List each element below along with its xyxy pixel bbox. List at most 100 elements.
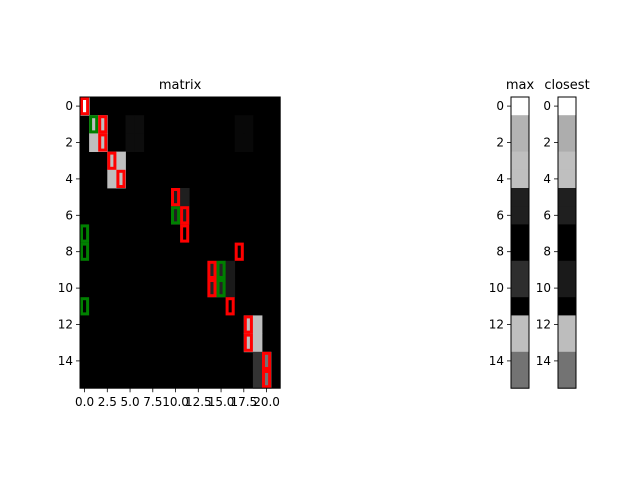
max-y-tick-label: 4	[496, 172, 504, 186]
matrix-cell	[171, 206, 181, 225]
red-box-marker	[243, 315, 253, 334]
max-cell	[511, 188, 529, 207]
max-y-tick-label: 0	[496, 99, 504, 113]
matrix-cell	[207, 279, 217, 298]
matrix-cell	[262, 351, 272, 371]
closest-cell	[558, 151, 576, 171]
green-box-marker	[216, 260, 226, 279]
matrix-cell	[216, 279, 226, 298]
green-box-marker	[80, 242, 90, 261]
green-box-marker	[216, 279, 226, 298]
max-cell	[511, 315, 529, 334]
red-box-marker	[225, 297, 235, 316]
matrix-cell	[243, 115, 254, 134]
x-tick-label: 10.0	[162, 395, 189, 409]
closest-cell	[558, 188, 576, 207]
matrix-title: matrix	[159, 78, 202, 93]
matrix-cell	[243, 133, 254, 152]
matrix-cell	[125, 115, 135, 134]
closest-cell	[558, 206, 576, 225]
max-y-tick-label: 12	[489, 318, 504, 332]
matrix-cell	[225, 260, 236, 280]
max-y-tick-label: 10	[489, 281, 504, 295]
closest-cell	[558, 370, 576, 389]
closest-cell	[558, 224, 576, 243]
closest-title: closest	[544, 78, 589, 93]
closest-y-tick-label: 0	[543, 99, 551, 113]
green-box-marker	[89, 115, 99, 134]
max-y-tick-label: 14	[489, 354, 504, 368]
matrix-cell	[234, 133, 245, 152]
x-tick-label: 5.0	[121, 395, 140, 409]
closest-cell	[558, 279, 576, 298]
y-tick-label: 8	[65, 245, 73, 259]
y-tick-label: 10	[58, 281, 73, 295]
max-cell	[511, 242, 529, 262]
closest-y-tick-label: 12	[536, 318, 551, 332]
red-box-marker	[262, 351, 272, 370]
matrix-cell	[216, 260, 226, 280]
x-tick-label: 12.5	[185, 395, 212, 409]
closest-cell	[558, 260, 576, 280]
red-box-marker	[262, 370, 272, 389]
closest-cell	[558, 169, 576, 189]
closest-panel: closest 0 2 4 6 8 10 12 14	[536, 78, 590, 389]
max-cell	[511, 206, 529, 225]
matrix-cell	[262, 370, 272, 389]
green-box-marker	[80, 224, 90, 243]
max-y-tick-label: 6	[496, 208, 504, 222]
closest-cell	[558, 351, 576, 371]
matrix-cell	[89, 115, 99, 134]
closest-cell	[558, 115, 576, 134]
matrix-cell	[89, 133, 99, 152]
x-tick-label: 17.5	[230, 395, 257, 409]
matrix-cell	[225, 279, 236, 298]
max-cell	[511, 260, 529, 280]
matrix-panel: matrix 0.0 2.5 5.0 7.5 10.012.515.017.520.0 0 2…	[58, 78, 281, 409]
red-box-marker	[116, 169, 126, 189]
red-box-marker	[107, 151, 117, 170]
x-tick-label: 0.0	[75, 395, 94, 409]
y-tick-label: 6	[65, 208, 73, 222]
closest-cell	[558, 242, 576, 262]
green-box-marker	[80, 297, 90, 316]
matrix-cell	[98, 133, 108, 152]
max-cell	[511, 351, 529, 371]
matrix-cell	[134, 133, 145, 152]
max-cell	[511, 97, 529, 116]
max-y-tick-label: 2	[496, 136, 504, 150]
max-cell	[511, 297, 529, 316]
max-cell	[511, 151, 529, 171]
max-cell	[511, 224, 529, 243]
matrix-cell	[171, 188, 181, 207]
matrix-cell	[80, 97, 90, 116]
matrix-cell	[207, 260, 217, 280]
red-box-marker	[180, 206, 190, 225]
max-cell	[511, 169, 529, 189]
matrix-cell	[252, 315, 263, 334]
x-tick-label: 20.0	[253, 395, 280, 409]
x-tick-label: 2.5	[98, 395, 117, 409]
red-box-marker	[98, 133, 108, 152]
matrix-cell	[252, 351, 263, 371]
matrix-cell	[252, 370, 263, 389]
red-box-marker	[80, 97, 90, 116]
red-box-marker	[207, 279, 217, 298]
matrix-cell	[243, 315, 254, 334]
matrix-cell	[134, 115, 145, 134]
max-cell	[511, 133, 529, 152]
max-cell	[511, 279, 529, 298]
closest-cell	[558, 97, 576, 116]
y-tick-label: 12	[58, 318, 73, 332]
max-cell	[511, 370, 529, 389]
red-box-marker	[180, 224, 190, 243]
red-box-marker	[171, 188, 181, 207]
matrix-cell	[180, 188, 190, 207]
red-box-marker	[243, 333, 253, 352]
matrix-cell	[180, 206, 190, 225]
matrix-cell	[252, 333, 263, 353]
closest-cell	[558, 297, 576, 316]
red-box-marker	[207, 260, 217, 279]
